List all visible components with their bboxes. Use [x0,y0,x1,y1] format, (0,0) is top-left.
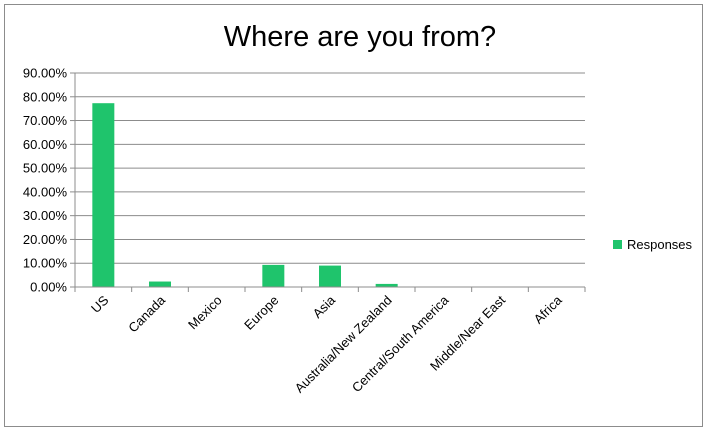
legend: Responses [613,237,693,252]
x-category-label: Africa [531,292,566,327]
bar-asia [319,265,341,287]
x-category-label: Central/South America [349,292,452,395]
gridlines [70,72,586,292]
y-tick-label: 10.00% [23,256,68,271]
y-tick-label: 90.00% [23,66,68,81]
y-tick-label: 60.00% [23,137,68,152]
y-tick-label: 70.00% [23,113,68,128]
bar-europe [262,264,285,287]
legend-label-responses: Responses [627,237,693,252]
axes [74,73,585,288]
chart-title: Where are you from? [224,21,496,53]
bars [92,103,398,287]
y-tick-label: 40.00% [23,184,68,199]
bar-us [92,103,115,287]
bar-australia-new-zealand [375,283,398,287]
y-axis-tick-labels: 0.00% 10.00% 20.00% 30.00% 40.00% 50.00% 60.00… [23,66,68,295]
legend-swatch [613,240,622,249]
x-category-label: Europe [241,293,281,333]
x-category-label: Australia/New Zealand [292,293,395,396]
x-category-label: US [88,292,112,316]
x-category-label: Canada [125,292,168,335]
y-tick-label: 50.00% [23,161,68,176]
x-category-label: Asia [310,292,339,321]
x-category-label: Mexico [185,293,225,333]
y-tick-label: 80.00% [23,89,68,104]
y-tick-label: 30.00% [23,208,68,223]
bar-canada [149,281,171,287]
y-tick-label: 20.00% [23,232,68,247]
y-tick-label: 0.00% [30,280,67,295]
